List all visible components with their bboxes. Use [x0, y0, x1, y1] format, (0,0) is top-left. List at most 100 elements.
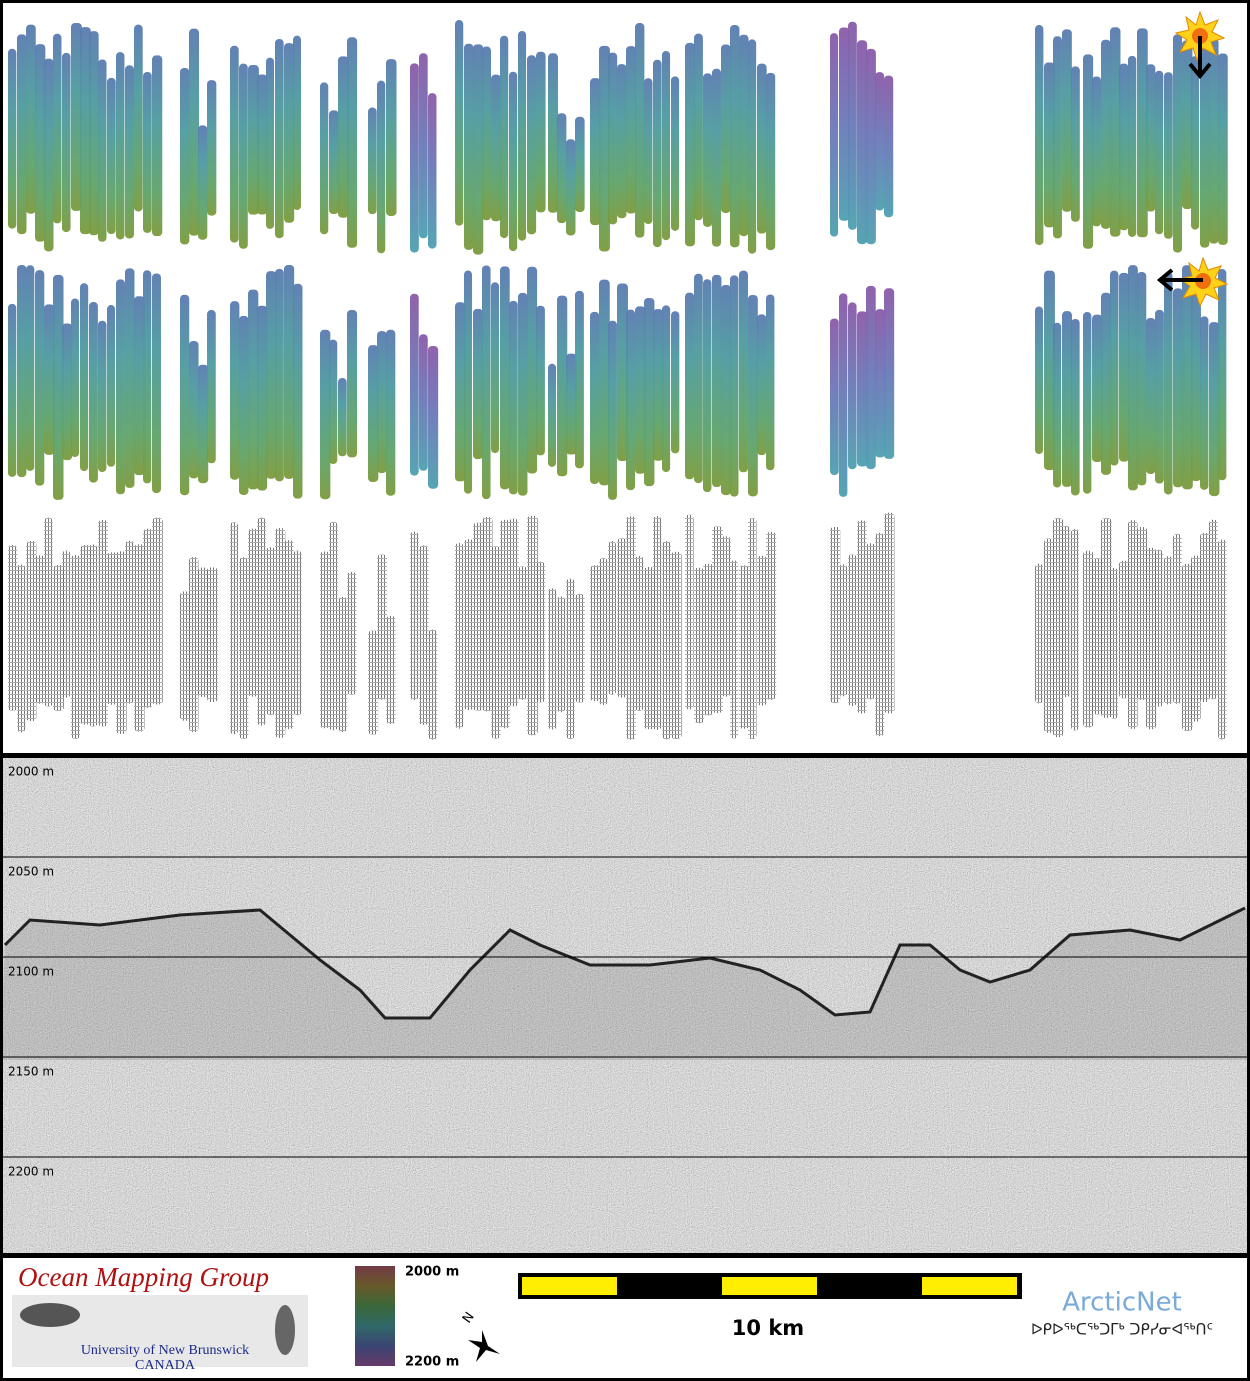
- swath-line: [703, 73, 713, 227]
- swath-line: [491, 282, 500, 454]
- swath-line: [419, 53, 428, 239]
- colorbar: [355, 1266, 395, 1366]
- swath-line: [284, 43, 295, 223]
- swath-line: [866, 285, 876, 470]
- swath-line: [694, 273, 703, 484]
- swath-line: [1218, 539, 1227, 740]
- swath-line: [557, 295, 568, 477]
- swath-line: [694, 33, 703, 221]
- swath-line: [500, 519, 511, 729]
- swath-line: [17, 265, 27, 478]
- swath-line: [1110, 27, 1121, 237]
- seafloor-reflector: [3, 906, 1246, 1020]
- colorbar-shade: [355, 1266, 395, 1366]
- swath-line: [1173, 34, 1183, 253]
- swath-line: [590, 565, 601, 702]
- swath-line: [1092, 314, 1103, 463]
- swath-line: [275, 39, 284, 239]
- swath-line: [1101, 39, 1111, 229]
- swath-line: [410, 531, 419, 701]
- swath-line: [116, 52, 125, 240]
- swath-line: [644, 297, 655, 487]
- swath-line: [230, 301, 240, 480]
- swath-line: [207, 80, 217, 216]
- swath-line: [473, 308, 483, 460]
- swath-line: [730, 560, 739, 739]
- swath-line: [617, 283, 628, 462]
- swath-line: [721, 284, 732, 496]
- swath-line: [239, 557, 249, 739]
- swath-line: [599, 557, 608, 705]
- swath-line: [239, 63, 248, 249]
- swath-line: [428, 629, 438, 740]
- profile-noise: [0, 757, 1250, 1255]
- swath-line: [1092, 558, 1103, 715]
- swath-line: [644, 566, 655, 730]
- scale-label: 10 km: [732, 1316, 804, 1340]
- swath-line: [566, 353, 577, 455]
- swath-line: [180, 294, 190, 496]
- swath-line: [80, 545, 91, 725]
- swath-line: [329, 521, 338, 731]
- logo-graphic: [275, 1305, 295, 1355]
- swath-line: [1191, 56, 1200, 230]
- swath-line: [884, 288, 895, 459]
- swath-line: [1083, 311, 1092, 494]
- swath-line: [257, 517, 266, 726]
- swath-line: [419, 545, 429, 725]
- swath-line: [739, 565, 750, 729]
- swath-line: [455, 302, 466, 482]
- swath-line: [1182, 563, 1193, 732]
- swath-line: [71, 22, 82, 211]
- swath-line: [198, 125, 208, 240]
- swath-line: [180, 67, 190, 245]
- swath-line: [848, 21, 857, 230]
- swath-line: [35, 270, 45, 486]
- swath-line: [671, 311, 680, 454]
- swath-line: [275, 527, 286, 738]
- swath-line: [518, 566, 528, 700]
- swath-line: [1062, 311, 1072, 487]
- swath-line: [107, 552, 118, 705]
- swath-line: [230, 522, 239, 735]
- swath-line: [712, 68, 722, 247]
- swath-line: [293, 283, 303, 499]
- swath-line: [599, 45, 610, 252]
- swath-line: [491, 546, 501, 739]
- swath-line: [1146, 547, 1157, 730]
- swath-line: [548, 588, 557, 730]
- swath-line: [89, 302, 98, 483]
- swath-line: [410, 293, 419, 476]
- swath-line: [347, 309, 358, 458]
- swath-line: [1044, 62, 1055, 228]
- swath-line: [617, 538, 627, 698]
- swath-line: [189, 556, 199, 733]
- swath-line: [1044, 538, 1054, 733]
- swath-line: [53, 274, 64, 500]
- swath-line: [566, 139, 576, 236]
- swath-line: [428, 93, 437, 249]
- swath-line: [98, 519, 108, 727]
- swath-line: [338, 378, 347, 457]
- swath-line: [152, 517, 163, 705]
- swath-line: [1071, 528, 1080, 731]
- swath-line: [575, 593, 585, 703]
- swath-line: [1137, 272, 1147, 486]
- swath-line: [134, 24, 143, 212]
- swath-line: [694, 567, 705, 724]
- swath-line: [703, 563, 714, 716]
- swath-line: [329, 110, 339, 215]
- swath-line: [482, 265, 491, 500]
- swath-line: [662, 305, 671, 473]
- depth-label: 2000 m: [8, 765, 54, 779]
- swath-line: [248, 528, 259, 697]
- swath-line: [1092, 76, 1102, 227]
- swath-line: [257, 305, 268, 491]
- swath-line: [257, 74, 268, 215]
- swath-line: [830, 33, 839, 237]
- swath-line: [557, 113, 567, 224]
- swath-line: [1083, 550, 1094, 728]
- swath-line: [1164, 272, 1173, 495]
- swath-line: [377, 331, 387, 474]
- swath-line: [839, 27, 850, 221]
